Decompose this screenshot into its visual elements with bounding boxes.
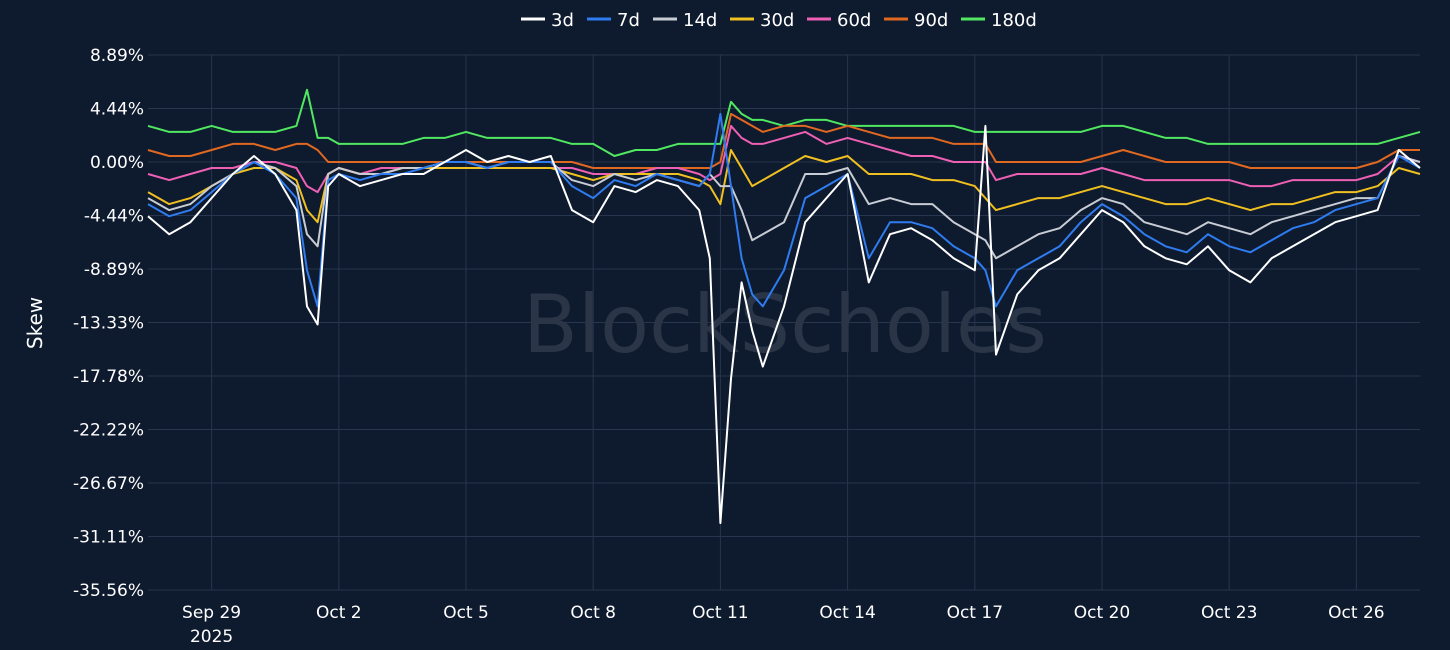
x-tick-label: Sep 29: [182, 603, 241, 623]
y-tick-label: -13.33%: [73, 313, 144, 333]
y-tick-label: -35.56%: [73, 581, 144, 601]
x-tick-label: Oct 14: [819, 603, 875, 623]
legend-label-30d: 30d: [760, 10, 794, 31]
x-tick-label: Oct 11: [692, 603, 748, 623]
legend-label-60d: 60d: [837, 10, 871, 31]
x-tick-label: Oct 23: [1201, 603, 1257, 623]
legend-label-7d: 7d: [617, 10, 640, 31]
x-tick-label: Oct 5: [443, 603, 489, 623]
series-line-180d: [147, 88, 1421, 157]
series-line-14d: [147, 155, 1421, 260]
series-lines: [147, 88, 1421, 525]
x-tick-label: Oct 2: [316, 603, 362, 623]
y-tick-label: -4.44%: [84, 206, 144, 226]
y-tick-label: -17.78%: [73, 367, 144, 387]
x-tick-year: 2025: [190, 627, 233, 647]
y-tick-label: -31.11%: [73, 527, 144, 547]
legend: 3d 7d 14d 30d 60d 90d 180d: [521, 10, 1037, 31]
y-tick-label: -22.22%: [73, 420, 144, 440]
series-line-3d: [147, 124, 1421, 525]
x-tick-label: Oct 8: [570, 603, 616, 623]
legend-label-180d: 180d: [991, 10, 1037, 31]
watermark: BlockScholes: [523, 278, 1047, 371]
legend-label-3d: 3d: [551, 10, 574, 31]
series-line-90d: [147, 112, 1420, 169]
y-tick-label: 4.44%: [90, 100, 144, 120]
x-tick-label: Oct 26: [1328, 603, 1384, 623]
y-tick-label: -26.67%: [73, 474, 144, 494]
y-tick-label: -8.89%: [84, 260, 144, 280]
x-tick-label: Oct 20: [1074, 603, 1130, 623]
x-axis-ticks: Sep 29 Oct 2 Oct 5 Oct 8 Oct 11 Oct 14 Oct 17 O…: [182, 603, 1385, 647]
x-tick-label: Oct 17: [947, 603, 1003, 623]
legend-label-90d: 90d: [914, 10, 948, 31]
y-axis-label: Skew: [23, 297, 47, 349]
legend-label-14d: 14d: [683, 10, 717, 31]
y-axis-ticks: 8.89% 4.44% 0.00% -4.44% -8.89% -13.33% -17.78…: [73, 46, 144, 601]
y-tick-label: 8.89%: [90, 46, 144, 66]
y-tick-label: 0.00%: [90, 153, 144, 173]
